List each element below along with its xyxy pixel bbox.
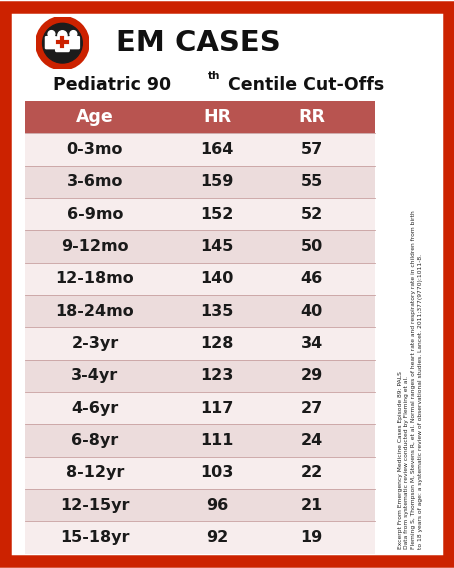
Circle shape	[58, 31, 67, 40]
Text: 103: 103	[201, 465, 234, 481]
Text: 18-24mo: 18-24mo	[55, 304, 134, 319]
Text: 135: 135	[201, 304, 234, 319]
Circle shape	[43, 23, 82, 63]
Text: 22: 22	[301, 465, 323, 481]
Text: 40: 40	[301, 304, 323, 319]
Text: 52: 52	[301, 207, 323, 222]
Text: 0-3mo: 0-3mo	[67, 142, 123, 157]
Text: 27: 27	[301, 401, 323, 416]
Text: 123: 123	[201, 369, 234, 383]
Text: HR: HR	[203, 108, 231, 126]
Text: 3-6mo: 3-6mo	[67, 174, 123, 190]
Text: 46: 46	[301, 272, 323, 286]
Text: 55: 55	[301, 174, 323, 190]
Text: 96: 96	[206, 498, 228, 513]
Text: 24: 24	[301, 433, 323, 448]
Text: 12-18mo: 12-18mo	[55, 272, 134, 286]
Text: 128: 128	[201, 336, 234, 351]
Text: 111: 111	[201, 433, 234, 448]
Text: RR: RR	[298, 108, 325, 126]
Text: 164: 164	[201, 142, 234, 157]
Text: 140: 140	[201, 272, 234, 286]
Text: 159: 159	[201, 174, 234, 190]
FancyBboxPatch shape	[69, 36, 79, 49]
Text: 6-9mo: 6-9mo	[67, 207, 123, 222]
Text: 152: 152	[201, 207, 234, 222]
FancyBboxPatch shape	[56, 37, 69, 52]
Text: 12-15yr: 12-15yr	[60, 498, 130, 513]
Text: 117: 117	[201, 401, 234, 416]
Text: 4-6yr: 4-6yr	[71, 401, 118, 416]
Text: 3-4yr: 3-4yr	[71, 369, 118, 383]
FancyBboxPatch shape	[45, 36, 56, 49]
Text: 21: 21	[301, 498, 323, 513]
Text: th: th	[208, 72, 221, 81]
Text: 145: 145	[201, 239, 234, 254]
Text: Pediatric 90: Pediatric 90	[53, 76, 171, 94]
Text: 15-18yr: 15-18yr	[60, 530, 130, 545]
Text: 19: 19	[301, 530, 323, 545]
Text: 92: 92	[206, 530, 228, 545]
Circle shape	[70, 31, 77, 37]
Text: 57: 57	[301, 142, 323, 157]
Text: 9-12mo: 9-12mo	[61, 239, 128, 254]
Text: 29: 29	[301, 369, 323, 383]
Text: Centile Cut-Offs: Centile Cut-Offs	[222, 76, 384, 94]
Text: 34: 34	[301, 336, 323, 351]
Text: EM CASES: EM CASES	[116, 29, 281, 57]
Text: 50: 50	[301, 239, 323, 254]
Text: 6-8yr: 6-8yr	[71, 433, 118, 448]
Text: 2-3yr: 2-3yr	[71, 336, 118, 351]
Text: 8-12yr: 8-12yr	[66, 465, 124, 481]
Text: Excerpt From Emergency Medicine Cases Episode 89: PALS
Data from systematic revi: Excerpt From Emergency Medicine Cases Ep…	[398, 211, 423, 549]
Text: Age: Age	[76, 108, 114, 126]
Circle shape	[48, 31, 55, 37]
